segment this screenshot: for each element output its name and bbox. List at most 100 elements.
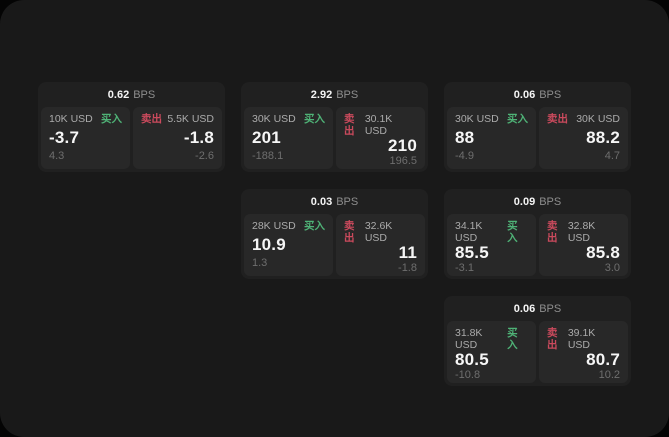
buy-panel[interactable]: 10K USD 买入 -3.7 4.3: [41, 107, 130, 169]
sell-panel[interactable]: 卖出 32.6K USD 11 -1.8: [336, 214, 425, 276]
buy-amount-label: 30K USD: [252, 113, 296, 125]
buy-change: -10.8: [455, 369, 481, 381]
sell-amount-label: 30K USD: [576, 113, 620, 125]
quote-card: 0.62 BPS 10K USD 买入 -3.7 4.3 卖出 5.5K USD…: [38, 82, 225, 172]
buy-amount-label: 10K USD: [49, 113, 93, 125]
buy-change: 1.3: [252, 257, 268, 269]
buy-amount-label: 34.1K USD: [455, 220, 483, 244]
sell-panel[interactable]: 卖出 5.5K USD -1.8 -2.6: [133, 107, 222, 169]
sell-amount-label: 32.8K USD: [567, 220, 596, 244]
quote-panels: 10K USD 买入 -3.7 4.3 卖出 5.5K USD -1.8 -2.…: [38, 107, 225, 169]
quote-card: 0.06 BPS 30K USD 买入 88 -4.9 卖出 30K USD 8…: [444, 82, 631, 172]
bps-value: 0.06: [513, 88, 536, 101]
bps-unit-label: BPS: [133, 88, 156, 101]
buy-tag: 买入: [507, 220, 518, 244]
sell-tag: 卖出: [344, 220, 355, 244]
buy-amount-label: 28K USD: [252, 220, 296, 232]
buy-price: -3.7: [49, 127, 80, 147]
sell-amount-label: 32.6K USD: [364, 220, 393, 244]
buy-panel-top: 34.1K USD 买入: [455, 220, 528, 244]
buy-price: 10.9: [252, 234, 286, 254]
sell-price: 11: [398, 243, 417, 262]
quote-card: 0.03 BPS 28K USD 买入 10.9 1.3 卖出 32.6K US…: [241, 189, 428, 279]
sell-panel-top: 卖出 5.5K USD: [141, 113, 214, 125]
sell-panel[interactable]: 卖出 30K USD 88.2 4.7: [539, 107, 628, 169]
sell-panel[interactable]: 卖出 30.1K USD 210 196.5: [336, 107, 425, 169]
bps-value: 0.06: [513, 302, 536, 315]
sell-panel[interactable]: 卖出 32.8K USD 85.8 3.0: [539, 214, 628, 276]
buy-panel[interactable]: 34.1K USD 买入 85.5 -3.1: [447, 214, 536, 276]
buy-price: 85.5: [455, 243, 489, 262]
bps-unit-label: BPS: [539, 88, 562, 101]
sell-amount-label: 39.1K USD: [567, 327, 596, 351]
quote-panels: 30K USD 买入 88 -4.9 卖出 30K USD 88.2 4.7: [444, 107, 631, 169]
buy-price: 201: [252, 127, 281, 147]
bps-value: 0.09: [513, 195, 536, 208]
bps-value: 2.92: [310, 88, 333, 101]
buy-amount-label: 31.8K USD: [455, 327, 483, 351]
sell-panel-top: 卖出 32.6K USD: [344, 220, 417, 244]
buy-panel[interactable]: 28K USD 买入 10.9 1.3: [244, 214, 333, 276]
buy-price: 88: [455, 127, 475, 147]
sell-change: -1.8: [398, 262, 417, 274]
buy-price: 80.5: [455, 350, 489, 369]
card-header: 2.92 BPS: [241, 82, 428, 107]
card-header: 0.06 BPS: [444, 296, 631, 321]
card-header: 0.62 BPS: [38, 82, 225, 107]
buy-change: -4.9: [455, 150, 474, 162]
sell-tag: 卖出: [547, 327, 558, 351]
sell-change: 10.2: [598, 369, 620, 381]
sell-panel-top: 卖出 30.1K USD: [344, 113, 417, 137]
buy-tag: 买入: [507, 327, 518, 351]
bps-value: 0.03: [310, 195, 333, 208]
sell-panel[interactable]: 卖出 39.1K USD 80.7 10.2: [539, 321, 628, 383]
buy-amount-label: 30K USD: [455, 113, 499, 125]
bps-unit-label: BPS: [336, 88, 359, 101]
quote-card: 0.06 BPS 31.8K USD 买入 80.5 -10.8 卖出 39.1…: [444, 296, 631, 386]
card-header: 0.03 BPS: [241, 189, 428, 214]
buy-panel-top: 31.8K USD 买入: [455, 327, 528, 351]
sell-change: 4.7: [604, 150, 620, 162]
buy-tag: 买入: [304, 113, 325, 125]
card-header: 0.09 BPS: [444, 189, 631, 214]
buy-panel[interactable]: 30K USD 买入 88 -4.9: [447, 107, 536, 169]
sell-change: 196.5: [389, 155, 417, 167]
buy-panel-top: 30K USD 买入: [252, 113, 325, 125]
buy-panel-top: 28K USD 买入: [252, 220, 325, 232]
buy-panel[interactable]: 31.8K USD 买入 80.5 -10.8: [447, 321, 536, 383]
sell-price: 85.8: [586, 243, 620, 262]
buy-panel[interactable]: 30K USD 买入 201 -188.1: [244, 107, 333, 169]
buy-change: -188.1: [252, 150, 284, 162]
quote-panels: 31.8K USD 买入 80.5 -10.8 卖出 39.1K USD 80.…: [444, 321, 631, 383]
bps-unit-label: BPS: [539, 195, 562, 208]
quote-card: 0.09 BPS 34.1K USD 买入 85.5 -3.1 卖出 32.8K…: [444, 189, 631, 279]
sell-price: 210: [388, 136, 417, 155]
bps-value: 0.62: [107, 88, 130, 101]
quote-panels: 34.1K USD 买入 85.5 -3.1 卖出 32.8K USD 85.8…: [444, 214, 631, 276]
buy-change: 4.3: [49, 150, 65, 162]
bps-unit-label: BPS: [336, 195, 359, 208]
sell-panel-top: 卖出 39.1K USD: [547, 327, 620, 351]
buy-tag: 买入: [304, 220, 325, 232]
bps-unit-label: BPS: [539, 302, 562, 315]
sell-change: 3.0: [604, 262, 620, 274]
buy-tag: 买入: [507, 113, 528, 125]
sell-tag: 卖出: [547, 220, 558, 244]
sell-price: 88.2: [586, 127, 620, 147]
sell-price: -1.8: [183, 127, 214, 147]
buy-panel-top: 10K USD 买入: [49, 113, 122, 125]
sell-tag: 卖出: [141, 113, 162, 125]
sell-change: -2.6: [195, 150, 214, 162]
buy-panel-top: 30K USD 买入: [455, 113, 528, 125]
sell-amount-label: 5.5K USD: [167, 113, 214, 125]
quote-card: 2.92 BPS 30K USD 买入 201 -188.1 卖出 30.1K …: [241, 82, 428, 172]
sell-panel-top: 卖出 30K USD: [547, 113, 620, 125]
buy-tag: 买入: [101, 113, 122, 125]
sell-tag: 卖出: [344, 113, 355, 137]
sell-tag: 卖出: [547, 113, 568, 125]
card-header: 0.06 BPS: [444, 82, 631, 107]
quote-panels: 30K USD 买入 201 -188.1 卖出 30.1K USD 210 1…: [241, 107, 428, 169]
buy-change: -3.1: [455, 262, 474, 274]
quote-panels: 28K USD 买入 10.9 1.3 卖出 32.6K USD 11 -1.8: [241, 214, 428, 276]
